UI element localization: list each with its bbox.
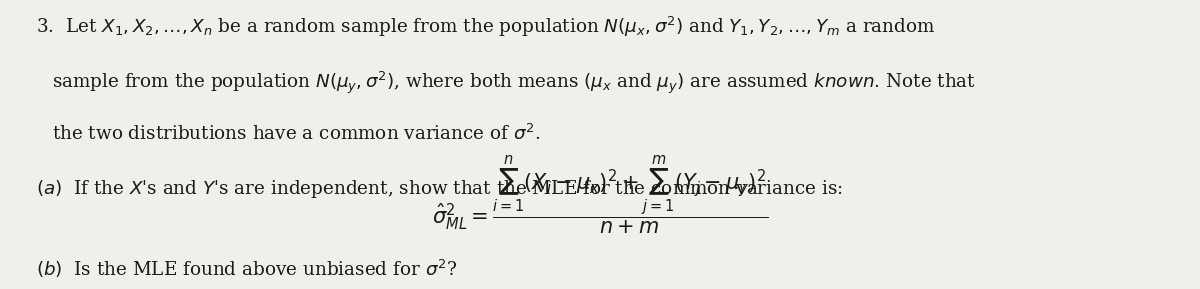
Text: 3.  Let $X_1, X_2, \ldots, X_n$ be a random sample from the population $N(\mu_x,: 3. Let $X_1, X_2, \ldots, X_n$ be a rand…	[36, 14, 935, 38]
Text: the two distributions have a common variance of $\sigma^2$.: the two distributions have a common vari…	[52, 124, 540, 144]
Text: sample from the population $N(\mu_y, \sigma^2)$, where both means $(\mu_x$ and $: sample from the population $N(\mu_y, \si…	[52, 69, 976, 96]
Text: $\hat{\sigma}^2_{ML} = \dfrac{\sum_{i=1}^{n}(X_i - \mu_x)^2 + \sum_{j=1}^{m}(Y_j: $\hat{\sigma}^2_{ML} = \dfrac{\sum_{i=1}…	[432, 154, 768, 236]
Text: $(b)$  Is the MLE found above unbiased for $\sigma^2$?: $(b)$ Is the MLE found above unbiased fo…	[36, 258, 457, 280]
Text: $(a)$  If the $X$'s and $Y$'s are independent, show that the MLE for the common : $(a)$ If the $X$'s and $Y$'s are indepen…	[36, 178, 842, 200]
